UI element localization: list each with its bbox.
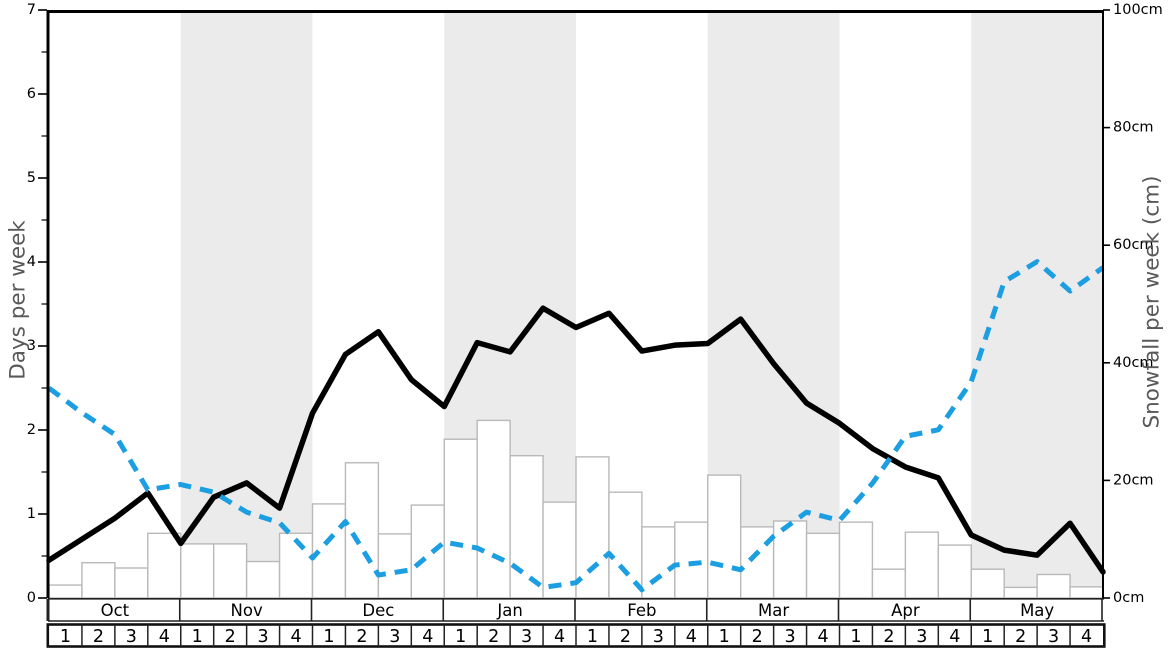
left-tick-label: 2 [27,422,36,438]
left-axis-title: Days per week [5,220,31,380]
snowfall-bar [1069,586,1104,599]
days-per-week-line [46,305,1106,575]
snowfall-bar [772,520,808,599]
week-label: 3 [785,627,796,647]
snowfall-bar [904,531,940,599]
week-label: 1 [192,627,203,647]
snowfall-bar [180,543,215,599]
week-label: 4 [949,627,960,647]
week-label: 4 [290,627,301,647]
month-label: Dec [362,601,394,620]
right-tick-label: 80cm [1113,120,1154,136]
week-label: 3 [916,627,927,647]
left-tick-label: 4 [27,254,36,270]
left-tick-label: 6 [27,86,36,102]
snowfall-bar [739,526,775,599]
snowfall-bar [674,521,709,599]
snowfall-bar [937,544,972,599]
snowfall-bar [970,568,1005,599]
month-label: Jan [496,601,522,620]
snowfall-bar [48,584,83,599]
right-tick-label: 0cm [1113,590,1144,606]
left-tick-label: 0 [27,590,36,606]
shaded-month-band [971,10,1103,598]
snowfall-bar [476,419,511,599]
week-label: 1 [60,627,71,647]
week-label: 4 [159,627,170,647]
right-tick-label: 20cm [1113,472,1154,488]
week-label: 3 [521,627,532,647]
week-label: 2 [752,627,763,647]
snowfall-bar [641,526,676,599]
week-label: 2 [93,627,104,647]
shaded-month-band [180,10,313,598]
left-tick-label: 5 [27,170,36,186]
week-label: 2 [225,627,236,647]
left-tick-label: 7 [27,2,36,18]
week-label: 3 [1048,627,1059,647]
month-label: Nov [231,601,263,620]
month-label: Oct [101,601,130,620]
week-label: 4 [686,627,697,647]
right-tick-label: 100cm [1113,2,1163,18]
snowfall-bar [1003,586,1038,599]
week-label: 2 [1015,627,1026,647]
snowfall-bar [147,532,182,599]
week-label: 3 [126,627,137,647]
snowfall-bar [838,521,874,599]
snowfall-bar [805,532,841,599]
week-label: 3 [653,627,664,647]
week-label: 1 [982,627,993,647]
month-label: May [1020,601,1054,620]
snowfall-bar [212,543,248,599]
week-label: 4 [422,627,433,647]
month-label: Mar [758,601,789,620]
week-label: 1 [323,627,334,647]
week-label: 1 [850,627,861,647]
week-label: 4 [817,627,828,647]
snowfall-bar [344,462,380,599]
right-tick-label: 60cm [1113,237,1154,253]
left-tick-label: 3 [27,338,36,354]
week-label: 1 [455,627,466,647]
right-tick-label: 40cm [1113,355,1154,371]
week-label: 4 [1081,627,1092,647]
snowfall-bar [245,560,281,599]
week-label: 4 [554,627,565,647]
snowfall-bar [443,438,478,599]
snowfall-bar [1036,573,1071,599]
snowfall-bar [81,562,116,599]
snowfall-bar [509,455,544,599]
month-label: Feb [627,601,656,620]
right-axis-title: Snowfall per week (cm) [1139,175,1165,429]
week-label: 1 [719,627,730,647]
snowfall-bar [707,474,742,599]
dashed-blue-line [47,259,1105,593]
week-label: 2 [488,627,499,647]
month-label: Apr [891,601,920,620]
left-tick-label: 1 [27,506,36,522]
snowfall-bar [410,504,445,599]
week-label: 2 [883,627,894,647]
week-label: 2 [620,627,631,647]
week-label: 3 [389,627,400,647]
snowfall-bar [114,567,149,599]
snowfall-bar [575,456,610,599]
snowfall-bar [377,533,413,599]
week-label: 1 [587,627,598,647]
week-label: 3 [258,627,269,647]
week-label: 2 [356,627,367,647]
snowfall-bar [871,568,907,599]
